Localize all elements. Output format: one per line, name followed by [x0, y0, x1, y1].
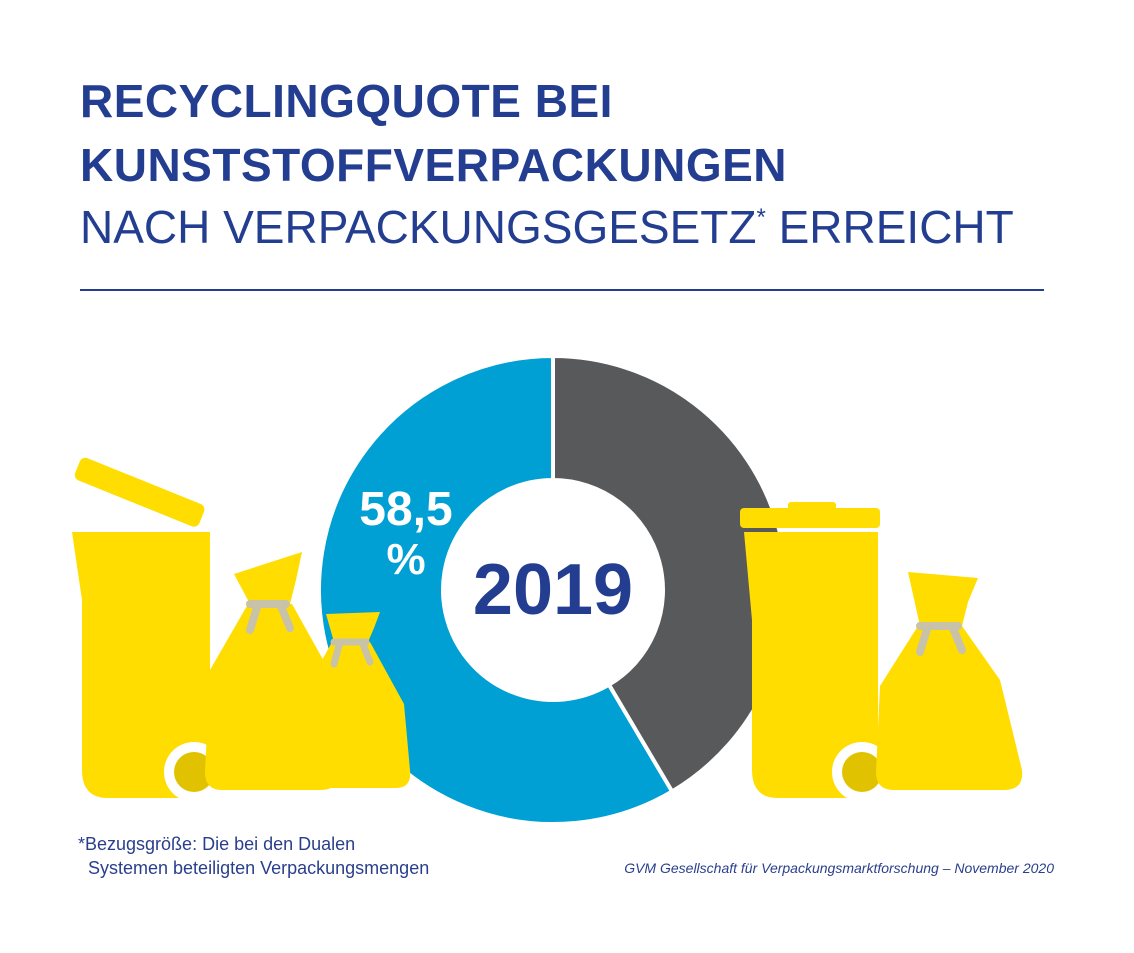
bag-tie [330, 638, 374, 668]
bin-lid [740, 508, 880, 528]
subtitle: NACH VERPACKUNGSGESETZ* ERREICHT [80, 200, 1014, 254]
donut-chart [317, 353, 789, 826]
bag-neck [234, 552, 302, 604]
donut-slice-rest [551, 353, 789, 795]
bin-wheel [174, 752, 214, 792]
yellow-bag-icon [876, 572, 1023, 790]
bin-body [744, 532, 878, 798]
source-credit: GVM Gesellschaft für Verpackungsmarktfor… [624, 860, 1054, 876]
bag-neck [326, 612, 380, 642]
donut-slice-recycled [317, 353, 675, 826]
divider-rule [80, 289, 1044, 291]
bin-body [72, 532, 210, 798]
title-line-2: KUNSTSTOFFVERPACKUNGEN [80, 139, 787, 191]
slice-value-unit: % [386, 535, 425, 584]
bin-wheel [842, 752, 882, 792]
footnote-line-1: *Bezugsgröße: Die bei den Dualen [78, 834, 356, 854]
bag-body [296, 642, 411, 788]
footnote-line-2: Systemen beteiligten Verpackungsmengen [88, 858, 430, 878]
subtitle-footnote-mark: * [756, 204, 766, 231]
center-year-label: 2019 [473, 550, 633, 630]
footnote: *Bezugsgröße: Die bei den Dualen Systeme… [78, 832, 429, 880]
bag-neck [908, 572, 978, 626]
bag-tie [916, 622, 966, 656]
bin-lid [74, 457, 205, 527]
subtitle-end: ERREICHT [765, 201, 1014, 253]
waste-bin-icon [740, 502, 892, 802]
subtitle-main: NACH VERPACKUNGSGESETZ [80, 201, 757, 253]
bag-body [876, 626, 1023, 790]
bag-tie [246, 600, 294, 634]
yellow-bag-icon [296, 612, 411, 788]
slice-value-number: 58,5 [359, 483, 452, 536]
waste-bin-icon [72, 457, 224, 802]
title-line-1: RECYCLINGQUOTE BEI [80, 75, 613, 127]
